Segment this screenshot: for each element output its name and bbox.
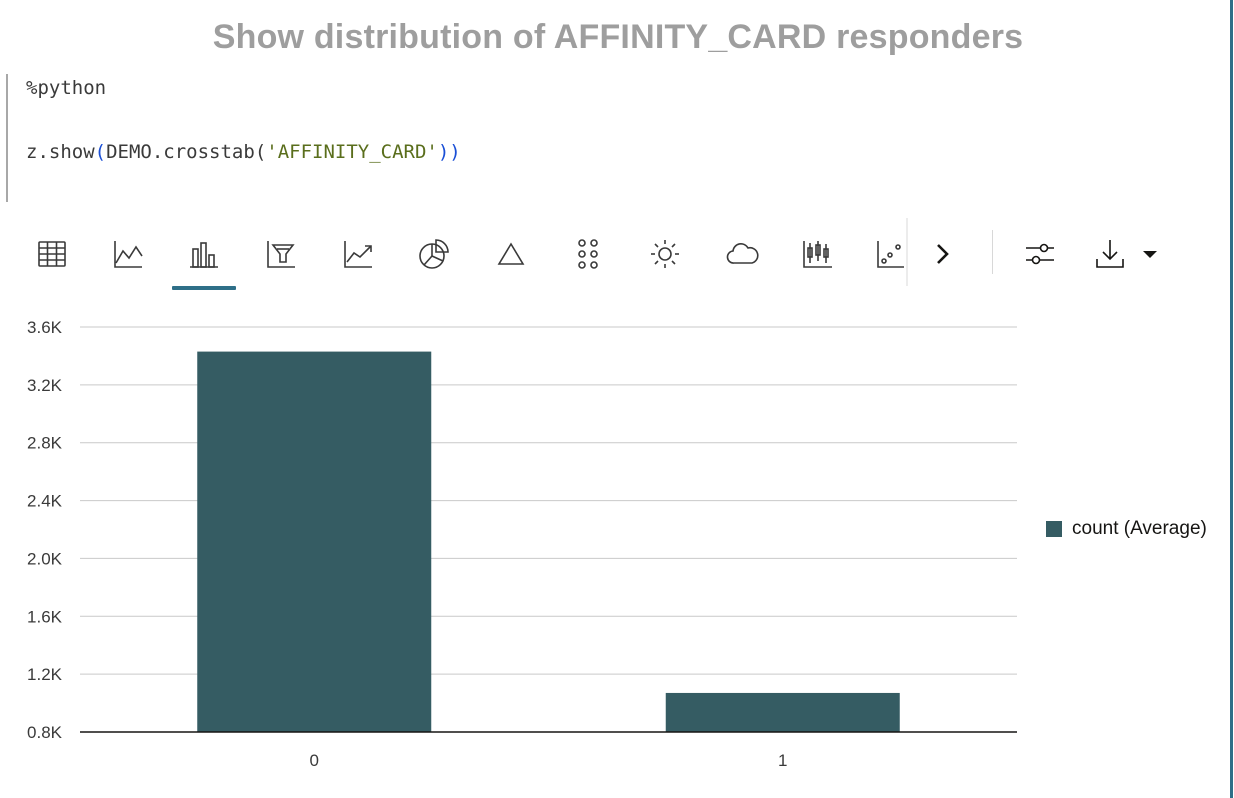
tag-cloud-icon [726, 243, 759, 264]
code-call-name: z.show [26, 141, 95, 163]
active-tab-indicator [172, 286, 236, 290]
chevron-right-icon [937, 244, 949, 264]
chart-legend[interactable]: count (Average) [1046, 518, 1207, 540]
code-string-arg: 'AFFINITY_CARD' [266, 141, 438, 163]
bar-chart: 0.8K 1.2K 1.6K 2.0K 2.4K 2.8K 3.2K 3.6K 0 1 [0, 300, 1234, 798]
bar-chart-icon [190, 242, 218, 268]
interpreter-directive: %python [26, 77, 107, 99]
funnel-chart-icon [267, 241, 295, 268]
tag-cloud-button[interactable] [718, 230, 766, 278]
y-tick-label: 2.8K [27, 434, 63, 453]
legend-swatch [1046, 521, 1062, 537]
scatter-plot-button[interactable] [564, 230, 612, 278]
legend-label: count (Average) [1072, 518, 1207, 539]
sunburst-chart-icon [651, 240, 679, 268]
visualization-toolbar [0, 216, 1234, 292]
line-chart-button[interactable] [104, 230, 152, 278]
pie-chart-icon [419, 239, 449, 269]
y-tick-label: 1.6K [27, 607, 63, 626]
download-menu-button[interactable] [1132, 230, 1168, 278]
more-charts-button[interactable] [918, 230, 966, 278]
trend-chart-icon [344, 241, 372, 268]
x-tick-label: 1 [778, 751, 787, 770]
y-tick-label: 2.4K [27, 492, 63, 511]
area-chart-button[interactable] [334, 230, 382, 278]
table-view-button[interactable] [28, 230, 76, 278]
chart-bars [197, 351, 900, 732]
y-tick-label: 0.8K [27, 723, 63, 742]
paragraph-focus-border [1230, 0, 1233, 798]
download-button[interactable] [1086, 230, 1134, 278]
code-line-2[interactable]: z.show(DEMO.crosstab('AFFINITY_CARD')) [26, 141, 461, 163]
sunburst-chart-button[interactable] [641, 230, 689, 278]
pyramid-chart-button[interactable] [487, 230, 535, 278]
pyramid-chart-icon [497, 242, 525, 265]
toolbar-separator [992, 230, 993, 274]
y-tick-label: 2.0K [27, 549, 63, 568]
code-paren-open: ( [94, 141, 107, 163]
bar-1[interactable] [665, 692, 900, 732]
box-plot-button[interactable] [794, 230, 842, 278]
chart-settings-button[interactable] [1016, 230, 1064, 278]
line-chart-icon [114, 241, 143, 268]
code-paren-open-2: ( [254, 141, 267, 163]
boxplot-chart-icon [803, 241, 832, 268]
bar-chart-button[interactable] [180, 230, 228, 278]
download-icon [1096, 240, 1124, 268]
bubble-chart-icon [877, 241, 904, 268]
y-tick-label: 3.2K [27, 376, 63, 395]
funnel-chart-button[interactable] [257, 230, 305, 278]
sliders-icon [1026, 243, 1054, 265]
scatter-dots-icon [578, 239, 598, 269]
bar-chart-plot: 0.8K 1.2K 1.6K 2.0K 2.4K 2.8K 3.2K 3.6K 0 1 [27, 318, 1017, 770]
code-paren-close: )) [437, 141, 461, 163]
caret-down-icon [1143, 251, 1157, 258]
code-inner-call: DEMO.crosstab [106, 141, 255, 163]
bar-0[interactable] [197, 351, 432, 732]
code-editor[interactable]: %python z.show(DEMO.crosstab('AFFINITY_C… [6, 74, 1216, 202]
pie-chart-button[interactable] [410, 230, 458, 278]
chart-axes: 0.8K 1.2K 1.6K 2.0K 2.4K 2.8K 3.2K 3.6K 0 1 [27, 318, 1017, 770]
paragraph-title: Show distribution of AFFINITY_CARD respo… [212, 18, 1024, 56]
y-tick-label: 1.2K [27, 665, 63, 684]
y-tick-label: 3.6K [27, 318, 63, 337]
table-icon [38, 241, 66, 267]
x-tick-label: 0 [310, 751, 319, 770]
code-line-1[interactable]: %python [26, 77, 106, 99]
bubble-chart-button[interactable] [870, 230, 906, 278]
toolbar-overflow-divider [906, 218, 908, 286]
